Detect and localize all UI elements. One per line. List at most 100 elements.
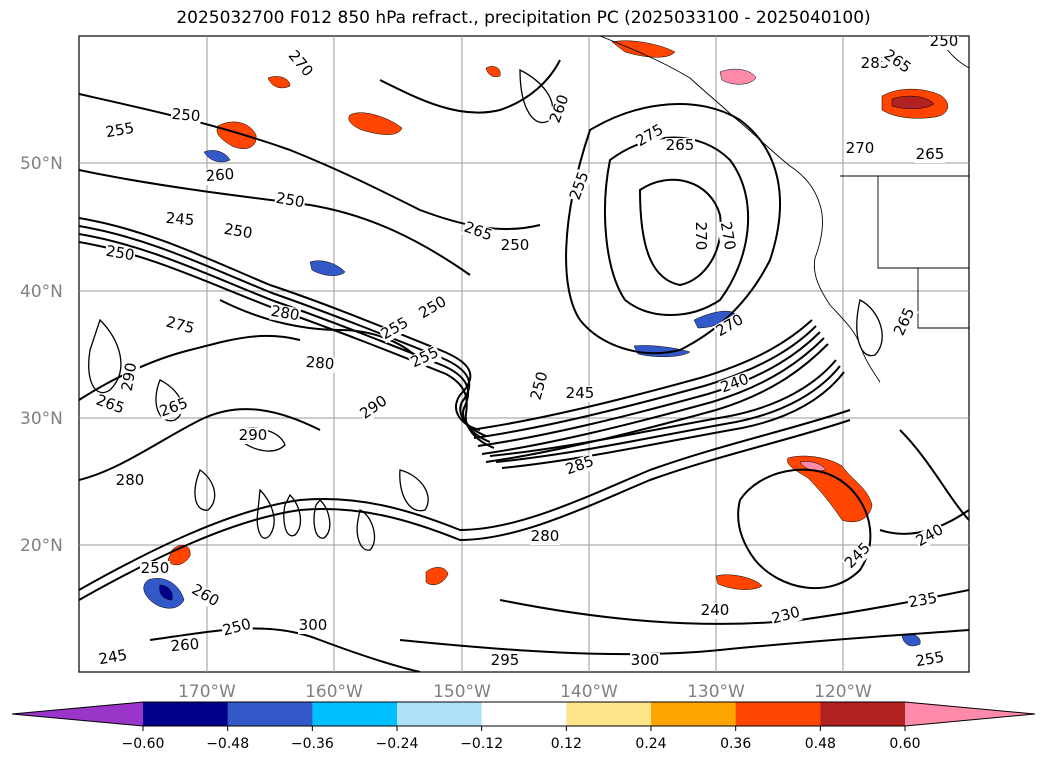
contour-label-bg <box>567 169 593 203</box>
contour-label-bg <box>915 147 945 163</box>
contour-label-bg <box>238 428 268 444</box>
colorbar-segment <box>651 702 737 726</box>
colorbar-segment <box>143 702 229 726</box>
contour-label-bg <box>140 561 170 577</box>
contour-label-bg <box>119 360 141 394</box>
graticule <box>79 36 969 672</box>
contour-label: 300 <box>631 651 660 669</box>
contour-label: 250 <box>275 189 306 212</box>
colorbar: −0.60 −0.48 −0.36 −0.24 −0.12 0.12 0.24 0.36 0.4… <box>11 701 1036 752</box>
contour-label-bg <box>906 590 940 612</box>
contour-label-bg <box>633 121 667 151</box>
contour-label: 250 <box>223 220 254 243</box>
contour-label-bg <box>284 47 316 81</box>
contour-label-bg <box>891 305 919 339</box>
lat-label-40n: 40°N <box>20 282 63 302</box>
contour-label: 255 <box>104 119 135 142</box>
contour-label-bg <box>268 303 302 325</box>
map-title: 2025032700 F012 850 hPa refract., precip… <box>176 8 871 28</box>
contour-label-bg <box>913 649 947 671</box>
contour-label-bg <box>164 210 196 230</box>
contour-label: 265 <box>666 136 695 154</box>
lon-label-160w: 160°W <box>305 682 363 702</box>
contour-label: 250 <box>105 242 136 265</box>
colorbar-tick-label: 0.12 <box>551 736 582 752</box>
contour-label-bg <box>169 636 201 656</box>
contour-label: 235 <box>907 589 938 612</box>
contour-label: 260 <box>205 165 235 185</box>
colorbar-segment <box>312 702 398 726</box>
colorbar-tick-label: −0.24 <box>376 736 419 752</box>
contour-label-bg <box>103 120 137 142</box>
colorbar-segment <box>397 702 483 726</box>
lon-label-170w: 170°W <box>178 682 236 702</box>
contour-label-bg <box>378 314 412 344</box>
lon-label-120w: 120°W <box>814 682 872 702</box>
contour-label-bg <box>490 653 520 669</box>
colorbar-extend-max <box>905 702 1035 726</box>
contour-label-bg <box>170 106 202 126</box>
contour-label-bg <box>913 521 947 551</box>
contour-label-bg <box>96 647 130 669</box>
contour-label: 255 <box>914 648 945 671</box>
colorbar-segment <box>820 702 906 726</box>
contour-label: 250 <box>171 105 201 125</box>
contour-label-bg <box>841 539 875 573</box>
contour-label-bg <box>718 371 752 397</box>
lat-label-20n: 20°N <box>20 536 63 556</box>
lon-label-150w: 150°W <box>433 682 491 702</box>
contour-label: 270 <box>692 222 710 251</box>
contour-label-bg <box>357 392 391 424</box>
colorbar-extend-min <box>12 702 143 726</box>
colorbar-tick-label: −0.60 <box>122 736 165 752</box>
contour-label: 245 <box>566 384 595 402</box>
contour-label: 280 <box>305 353 335 373</box>
colorbar-tick-label: −0.48 <box>206 736 249 752</box>
contour-label-bg <box>769 604 803 628</box>
contour-label: 265 <box>916 145 945 163</box>
map-frame <box>78 35 970 673</box>
lon-label-130w: 130°W <box>687 682 745 702</box>
colorbar-segment <box>566 702 652 726</box>
contour-label-bg <box>103 243 137 265</box>
contour-label-bg <box>716 219 738 253</box>
contour-label-bg <box>221 221 255 243</box>
contour-label-bg <box>188 581 222 611</box>
contour-label: 270 <box>846 139 875 157</box>
colorbar-tick-label: 0.24 <box>635 736 666 752</box>
contour-label: 260 <box>170 635 200 655</box>
contour-label-bg <box>416 293 450 323</box>
contour-label: 250 <box>930 32 959 50</box>
contour-label: 280 <box>270 302 301 325</box>
contour-label-bg <box>408 344 442 372</box>
contour-label-bg <box>528 369 552 403</box>
contour-label-bg <box>163 314 197 338</box>
contour-label-bg <box>115 473 145 489</box>
lon-label-140w: 140°W <box>560 682 618 702</box>
lat-label-50n: 50°N <box>20 154 63 174</box>
colorbar-segment <box>735 702 821 726</box>
latitude-labels: 50°N 40°N 30°N 20°N <box>20 154 63 556</box>
contour-label-bg <box>304 354 336 374</box>
colorbar-segment <box>227 702 313 726</box>
contour-label: 270 <box>717 220 740 251</box>
contour-label-bg <box>461 219 495 245</box>
contour-label: 295 <box>491 651 520 669</box>
colorbar-tick-label: 0.60 <box>889 736 920 752</box>
contour-label-bg <box>630 653 660 669</box>
contour-label: 245 <box>97 646 128 669</box>
refractivity-contours <box>79 59 969 672</box>
colorbar-tick-label: 0.48 <box>805 736 836 752</box>
contour-label: 280 <box>531 527 560 545</box>
contour-label: 240 <box>701 601 730 619</box>
contour-label-bg <box>298 618 328 634</box>
colorbar-tick-label: −0.36 <box>291 736 334 752</box>
contour-label-bg <box>565 386 595 402</box>
contour-label-bg <box>500 238 530 254</box>
contour-label: 245 <box>165 209 195 229</box>
longitude-labels: 170°W 160°W 150°W 140°W 130°W 120°W <box>178 682 872 702</box>
contour-label-bg <box>93 392 127 418</box>
contour-label-bg <box>665 138 695 154</box>
contour-label-bg <box>929 36 959 50</box>
